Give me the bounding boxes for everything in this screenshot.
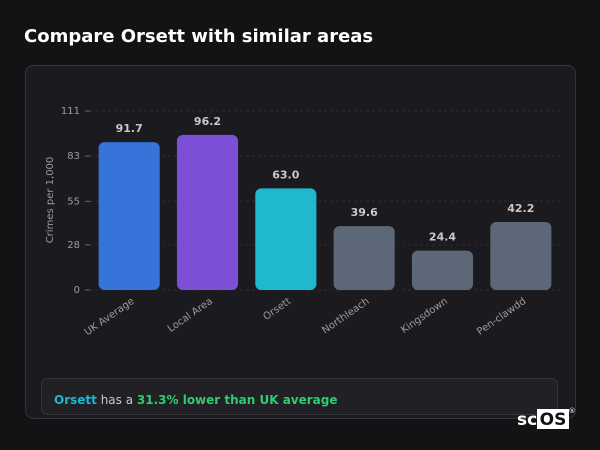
bar	[490, 221, 552, 290]
y-tick-label: 55	[67, 196, 80, 207]
bar	[176, 134, 239, 290]
logo-box-text: OS	[540, 410, 567, 430]
summary-highlight: 31.3% lower than UK average	[137, 393, 338, 407]
summary-place: Orsett	[54, 393, 97, 407]
value-label: 42.2	[507, 202, 534, 215]
y-axis-label: Crimes per 1,000	[45, 157, 56, 244]
bar	[333, 226, 395, 290]
bar	[255, 188, 317, 290]
logo-box	[537, 409, 569, 429]
value-label: 91.7	[116, 122, 143, 135]
y-tick-label: 111	[61, 106, 80, 117]
y-tick-label: 83	[67, 151, 80, 162]
logo-mark: ®	[569, 407, 576, 415]
summary-text: has a	[97, 393, 137, 407]
logo-prefix: sc	[517, 410, 537, 430]
bar	[98, 142, 160, 290]
value-label: 24.4	[429, 231, 456, 244]
value-label: 39.6	[351, 206, 378, 219]
bar	[411, 250, 474, 290]
page-title: Compare Orsett with similar areas	[24, 26, 373, 47]
value-label: 96.2	[194, 115, 221, 128]
value-label: 63.0	[272, 168, 299, 181]
summary-box	[41, 378, 558, 415]
summary: Orsett has a 31.3% lower than UK average	[54, 393, 338, 407]
y-tick-label: 28	[67, 240, 80, 251]
y-tick-label: 0	[74, 285, 80, 296]
